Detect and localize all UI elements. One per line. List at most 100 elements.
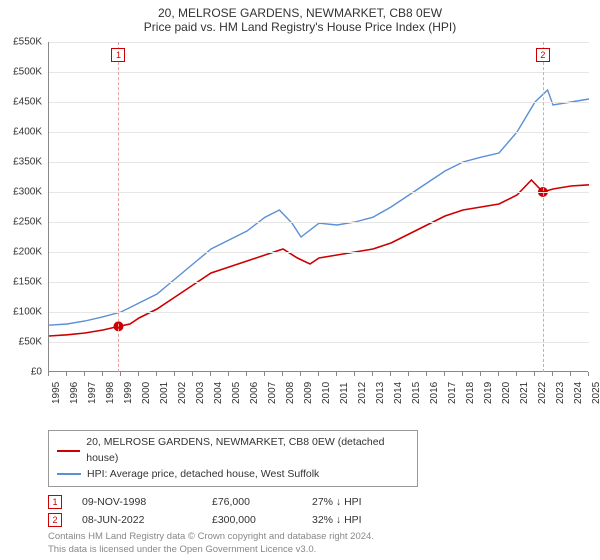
x-axis-label: 2001 <box>159 382 170 404</box>
legend-swatch-icon <box>57 450 80 452</box>
x-tick <box>390 372 391 376</box>
x-axis-label: 2020 <box>501 382 512 404</box>
x-axis-label: 1999 <box>123 382 134 404</box>
chart-svg <box>49 42 589 372</box>
footer-line-2: This data is licensed under the Open Gov… <box>48 544 588 556</box>
y-gridline <box>49 102 589 103</box>
chart-area: 12 £0£50K£100K£150K£200K£250K£300K£350K£… <box>48 42 588 392</box>
x-tick <box>174 372 175 376</box>
x-axis-label: 2005 <box>231 382 242 404</box>
y-axis-label: £200K <box>0 247 42 258</box>
sale-delta: 27% ↓ HPI <box>312 496 362 508</box>
y-gridline <box>49 342 589 343</box>
y-axis-label: £150K <box>0 277 42 288</box>
x-tick <box>318 372 319 376</box>
x-tick <box>462 372 463 376</box>
y-gridline <box>49 42 589 43</box>
legend-swatch-icon <box>57 473 81 475</box>
x-tick <box>426 372 427 376</box>
x-tick <box>354 372 355 376</box>
x-tick <box>480 372 481 376</box>
x-axis-label: 2007 <box>267 382 278 404</box>
plot-region: 12 <box>48 42 588 372</box>
x-tick <box>48 372 49 376</box>
x-axis-label: 2009 <box>303 382 314 404</box>
sale-price: £300,000 <box>212 514 292 526</box>
x-axis-label: 2002 <box>177 382 188 404</box>
sale-date: 08-JUN-2022 <box>82 514 192 526</box>
y-gridline <box>49 222 589 223</box>
y-axis-label: £100K <box>0 307 42 318</box>
y-gridline <box>49 192 589 193</box>
x-tick <box>282 372 283 376</box>
x-tick <box>246 372 247 376</box>
y-axis-label: £500K <box>0 67 42 78</box>
y-axis-label: £50K <box>0 337 42 348</box>
x-axis-label: 2025 <box>591 382 600 404</box>
y-gridline <box>49 132 589 133</box>
x-tick <box>138 372 139 376</box>
sale-marker-icon: 2 <box>48 513 62 527</box>
x-axis-label: 2023 <box>555 382 566 404</box>
x-axis-label: 2010 <box>321 382 332 404</box>
x-tick <box>336 372 337 376</box>
legend-label: 20, MELROSE GARDENS, NEWMARKET, CB8 0EW … <box>86 435 409 467</box>
y-axis-label: £300K <box>0 187 42 198</box>
legend-box: 20, MELROSE GARDENS, NEWMARKET, CB8 0EW … <box>48 430 418 487</box>
x-axis-label: 2019 <box>483 382 494 404</box>
legend-row: HPI: Average price, detached house, West… <box>57 467 409 483</box>
y-gridline <box>49 162 589 163</box>
series-hpi <box>49 90 589 325</box>
x-tick <box>372 372 373 376</box>
sale-price: £76,000 <box>212 496 292 508</box>
y-axis-label: £400K <box>0 127 42 138</box>
x-axis-label: 2000 <box>141 382 152 404</box>
x-axis-label: 2008 <box>285 382 296 404</box>
footer-line-1: Contains HM Land Registry data © Crown c… <box>48 531 588 543</box>
x-tick <box>300 372 301 376</box>
legend-label: HPI: Average price, detached house, West… <box>87 467 319 483</box>
x-tick <box>120 372 121 376</box>
x-axis-label: 2015 <box>411 382 422 404</box>
x-tick <box>264 372 265 376</box>
x-axis-label: 1997 <box>87 382 98 404</box>
annotation-marker: 1 <box>111 48 125 62</box>
x-axis-label: 2011 <box>339 382 350 404</box>
sale-delta: 32% ↓ HPI <box>312 514 362 526</box>
sales-table: 109-NOV-1998£76,00027% ↓ HPI208-JUN-2022… <box>48 495 588 527</box>
x-tick <box>156 372 157 376</box>
x-axis-label: 2022 <box>537 382 548 404</box>
sale-row: 2 08-JUN-2022 £300,000 32% ↓ HPI <box>48 513 588 527</box>
x-axis-label: 2012 <box>357 382 368 404</box>
chart-container: 20, MELROSE GARDENS, NEWMARKET, CB8 0EW … <box>0 0 600 560</box>
x-tick <box>84 372 85 376</box>
y-axis-label: £450K <box>0 97 42 108</box>
y-axis-label: £350K <box>0 157 42 168</box>
x-axis-label: 2013 <box>375 382 386 404</box>
y-gridline <box>49 72 589 73</box>
x-tick <box>192 372 193 376</box>
legend-row: 20, MELROSE GARDENS, NEWMARKET, CB8 0EW … <box>57 435 409 467</box>
x-axis-label: 1996 <box>69 382 80 404</box>
annotation-marker: 2 <box>536 48 550 62</box>
chart-title: 20, MELROSE GARDENS, NEWMARKET, CB8 0EW <box>0 0 600 20</box>
annotation-line <box>543 42 544 372</box>
x-tick <box>408 372 409 376</box>
x-tick <box>210 372 211 376</box>
x-axis-label: 2003 <box>195 382 206 404</box>
footer-attribution: Contains HM Land Registry data © Crown c… <box>48 531 588 556</box>
chart-subtitle: Price paid vs. HM Land Registry's House … <box>0 20 600 38</box>
y-gridline <box>49 252 589 253</box>
y-axis-label: £0 <box>0 367 42 378</box>
x-tick <box>66 372 67 376</box>
y-axis-label: £250K <box>0 217 42 228</box>
x-axis-label: 2016 <box>429 382 440 404</box>
legend-and-footer: 20, MELROSE GARDENS, NEWMARKET, CB8 0EW … <box>48 430 588 556</box>
x-tick <box>588 372 589 376</box>
x-axis-label: 1998 <box>105 382 116 404</box>
x-tick <box>552 372 553 376</box>
sale-date: 09-NOV-1998 <box>82 496 192 508</box>
x-tick <box>228 372 229 376</box>
x-tick <box>498 372 499 376</box>
x-axis-label: 2004 <box>213 382 224 404</box>
